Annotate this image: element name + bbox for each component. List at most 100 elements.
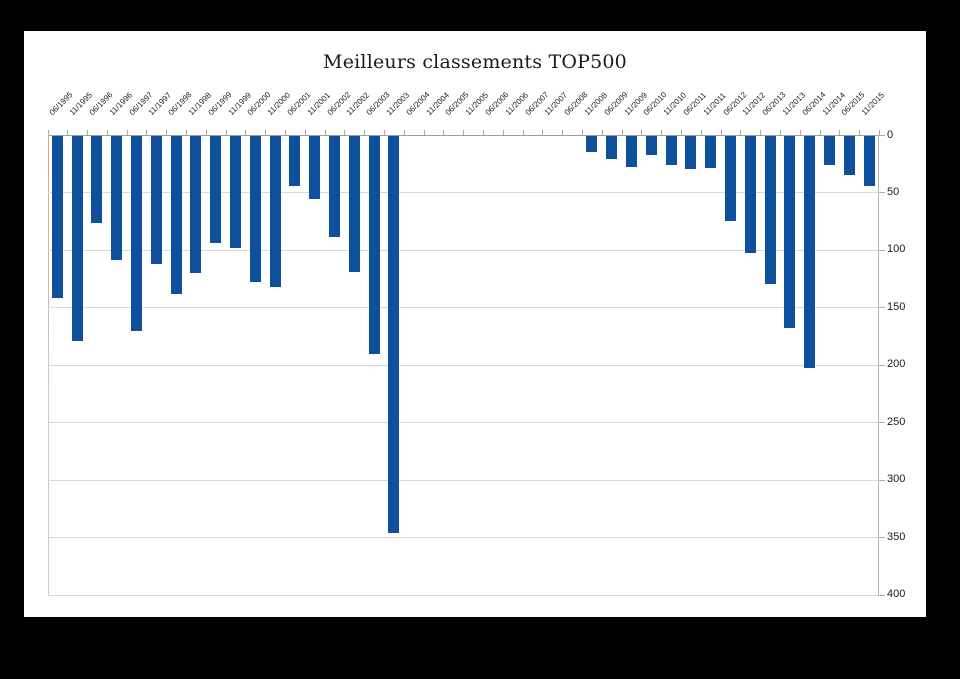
bar-11-2003 xyxy=(388,136,400,533)
bar-11-2014 xyxy=(824,136,835,165)
bar-11-1999 xyxy=(230,136,242,248)
plot-area: 0 50 100 150 200 250 300 350 400 06/1995 11/1995 06… xyxy=(47,90,905,600)
gridline-400 xyxy=(47,594,879,596)
y-tick-label: 100 xyxy=(887,243,906,256)
bar-06-2011 xyxy=(685,136,697,170)
gridline-150 xyxy=(47,307,879,309)
x-axis-tick xyxy=(245,130,247,135)
y-axis-tick xyxy=(879,537,885,539)
x-axis-tick xyxy=(225,130,227,135)
bar-06-2010 xyxy=(645,136,657,155)
bar-11-1996 xyxy=(111,136,123,261)
bar-06-1996 xyxy=(91,136,103,224)
x-axis-tick xyxy=(879,130,880,135)
x-axis-tick xyxy=(67,130,69,135)
x-axis-tick xyxy=(780,130,781,135)
y-tick-label: 350 xyxy=(887,530,906,543)
y-axis-tick xyxy=(879,192,885,194)
x-axis-tick xyxy=(483,130,485,135)
y-axis-tick xyxy=(879,479,885,481)
x-axis-tick xyxy=(740,130,742,135)
x-axis-tick xyxy=(285,130,287,135)
x-axis-tick xyxy=(146,130,148,135)
bar-11-1995 xyxy=(71,136,83,341)
bar-06-2015 xyxy=(843,136,855,176)
bar-06-2013 xyxy=(764,136,776,285)
y-tick-label: 150 xyxy=(887,300,906,313)
bar-11-1998 xyxy=(190,136,202,273)
y-tick-label: 200 xyxy=(887,358,906,371)
bar-11-2000 xyxy=(269,136,281,287)
x-axis-tick xyxy=(799,130,801,135)
bar-06-2012 xyxy=(725,136,737,222)
x-axis-tick xyxy=(562,130,564,135)
x-axis-tick xyxy=(839,130,841,135)
x-axis-tick xyxy=(621,130,623,135)
bar-11-2011 xyxy=(705,136,717,169)
x-axis-line xyxy=(47,135,879,136)
x-axis-tick xyxy=(47,130,49,135)
bar-11-2015 xyxy=(863,136,875,186)
y-axis-tick xyxy=(879,135,885,136)
bar-06-2002 xyxy=(329,136,341,238)
x-axis-tick xyxy=(661,130,663,135)
x-axis-tick xyxy=(463,130,465,135)
chart-title: Meilleurs classements TOP500 xyxy=(323,51,627,73)
bar-11-2002 xyxy=(348,136,360,272)
gridline-200 xyxy=(47,364,879,366)
x-axis-tick xyxy=(601,130,603,135)
x-axis-tick xyxy=(700,130,702,135)
x-axis-tick xyxy=(760,130,762,135)
x-axis-tick xyxy=(502,130,504,135)
bar-06-2009 xyxy=(606,136,618,160)
bar-06-2001 xyxy=(289,136,301,186)
gridline-300 xyxy=(47,479,879,481)
gridline-100 xyxy=(47,249,879,251)
bar-06-2000 xyxy=(249,136,261,283)
y-tick-label: 50 xyxy=(887,185,900,198)
x-axis-tick xyxy=(324,130,326,135)
bar-06-1997 xyxy=(131,136,143,332)
bar-06-1995 xyxy=(51,136,63,299)
y-tick-label: 300 xyxy=(887,473,906,486)
y-tick-label: 400 xyxy=(887,588,906,601)
x-axis-tick xyxy=(819,130,821,135)
x-axis-tick xyxy=(364,130,366,135)
x-axis-tick xyxy=(720,130,722,135)
chart-canvas: Meilleurs classements TOP500 0 50 100 150 20… xyxy=(24,31,926,617)
x-axis-tick xyxy=(87,130,89,135)
y-tick-label: 0 xyxy=(887,128,894,141)
x-axis-tick xyxy=(542,130,544,135)
bar-11-2008 xyxy=(586,136,598,153)
x-axis-tick xyxy=(304,130,306,135)
y-axis-tick xyxy=(879,422,885,424)
bar-11-2001 xyxy=(309,136,321,200)
bar-06-2014 xyxy=(804,136,816,369)
x-axis-tick xyxy=(205,130,207,135)
x-axis-tick xyxy=(522,130,524,135)
bar-06-1998 xyxy=(170,136,182,294)
y-axis-tick xyxy=(879,364,885,366)
x-axis-tick xyxy=(265,130,267,135)
x-axis-tick xyxy=(681,130,683,135)
bar-06-2003 xyxy=(368,136,380,355)
x-axis-tick xyxy=(859,130,861,135)
x-axis-tick xyxy=(126,130,128,135)
x-axis-tick xyxy=(582,130,584,135)
x-axis-tick xyxy=(166,130,168,135)
x-axis-tick xyxy=(423,130,425,135)
x-axis-tick xyxy=(384,130,386,135)
bar-11-2010 xyxy=(665,136,677,165)
y-axis-tick xyxy=(879,249,885,251)
gridline-50 xyxy=(47,192,879,194)
y-tick-label: 250 xyxy=(887,415,906,428)
y-axis-tick xyxy=(879,594,885,596)
bar-06-1999 xyxy=(210,136,222,243)
x-axis-tick xyxy=(403,130,405,135)
y-axis-tick xyxy=(879,307,885,309)
x-axis-tick xyxy=(641,130,643,135)
x-axis-tick xyxy=(443,130,445,135)
bar-11-2009 xyxy=(626,136,638,168)
bar-11-1997 xyxy=(150,136,162,264)
